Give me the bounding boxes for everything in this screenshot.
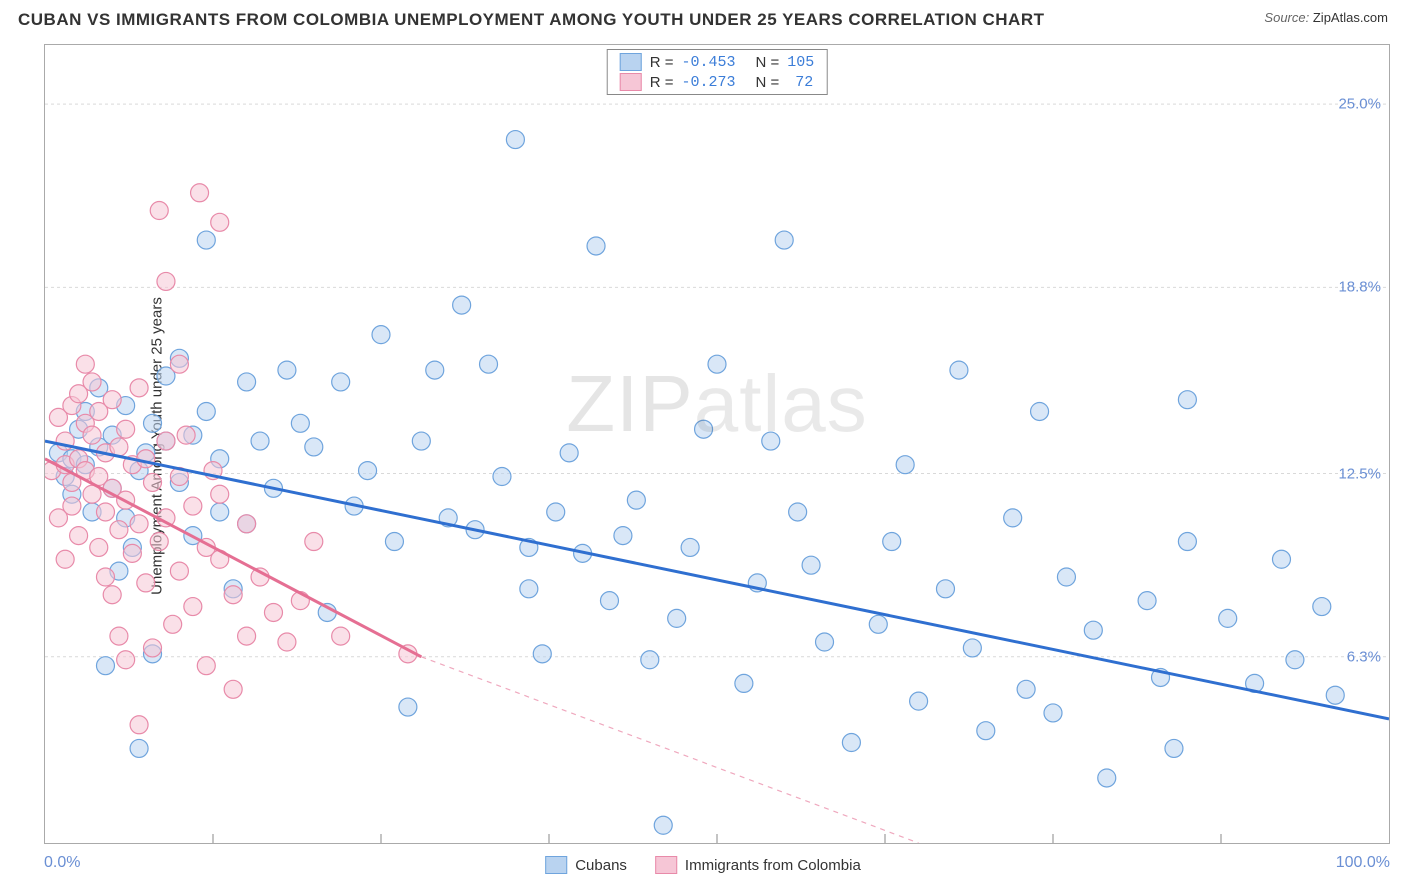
y-tick-label: 6.3% (1347, 648, 1381, 665)
r-label: R = (650, 74, 674, 91)
r-value-colombia: -0.273 (681, 74, 735, 91)
r-value-cubans: -0.453 (681, 54, 735, 71)
legend-swatch-colombia (655, 856, 677, 874)
n-label: N = (756, 74, 780, 91)
source-prefix: Source: (1264, 10, 1309, 25)
y-tick-label: 25.0% (1338, 96, 1381, 113)
swatch-cubans (620, 53, 642, 71)
chart-area: ZIPatlas R = -0.453 N = 105 R = -0.273 N… (44, 44, 1390, 844)
n-value-colombia: 72 (795, 74, 813, 91)
chart-title: CUBAN VS IMMIGRANTS FROM COLOMBIA UNEMPL… (18, 10, 1044, 30)
stats-row-cubans: R = -0.453 N = 105 (608, 52, 827, 72)
x-min-label: 0.0% (44, 854, 80, 872)
source-attribution: Source: ZipAtlas.com (1264, 10, 1388, 25)
legend-item-cubans: Cubans (545, 856, 627, 874)
series-legend: Cubans Immigrants from Colombia (545, 856, 861, 874)
correlation-stats-box: R = -0.453 N = 105 R = -0.273 N = 72 (607, 49, 828, 95)
y-tick-label: 12.5% (1338, 465, 1381, 482)
y-tick-label: 18.8% (1338, 279, 1381, 296)
legend-label-cubans: Cubans (575, 857, 627, 874)
stats-row-colombia: R = -0.273 N = 72 (608, 72, 827, 92)
r-label: R = (650, 54, 674, 71)
scatter-plot-svg (45, 45, 1389, 843)
swatch-colombia (620, 73, 642, 91)
n-label: N = (756, 54, 780, 71)
legend-item-colombia: Immigrants from Colombia (655, 856, 861, 874)
source-name: ZipAtlas.com (1313, 10, 1388, 25)
n-value-cubans: 105 (787, 54, 814, 71)
legend-label-colombia: Immigrants from Colombia (685, 857, 861, 874)
x-max-label: 100.0% (1336, 854, 1390, 872)
legend-swatch-cubans (545, 856, 567, 874)
